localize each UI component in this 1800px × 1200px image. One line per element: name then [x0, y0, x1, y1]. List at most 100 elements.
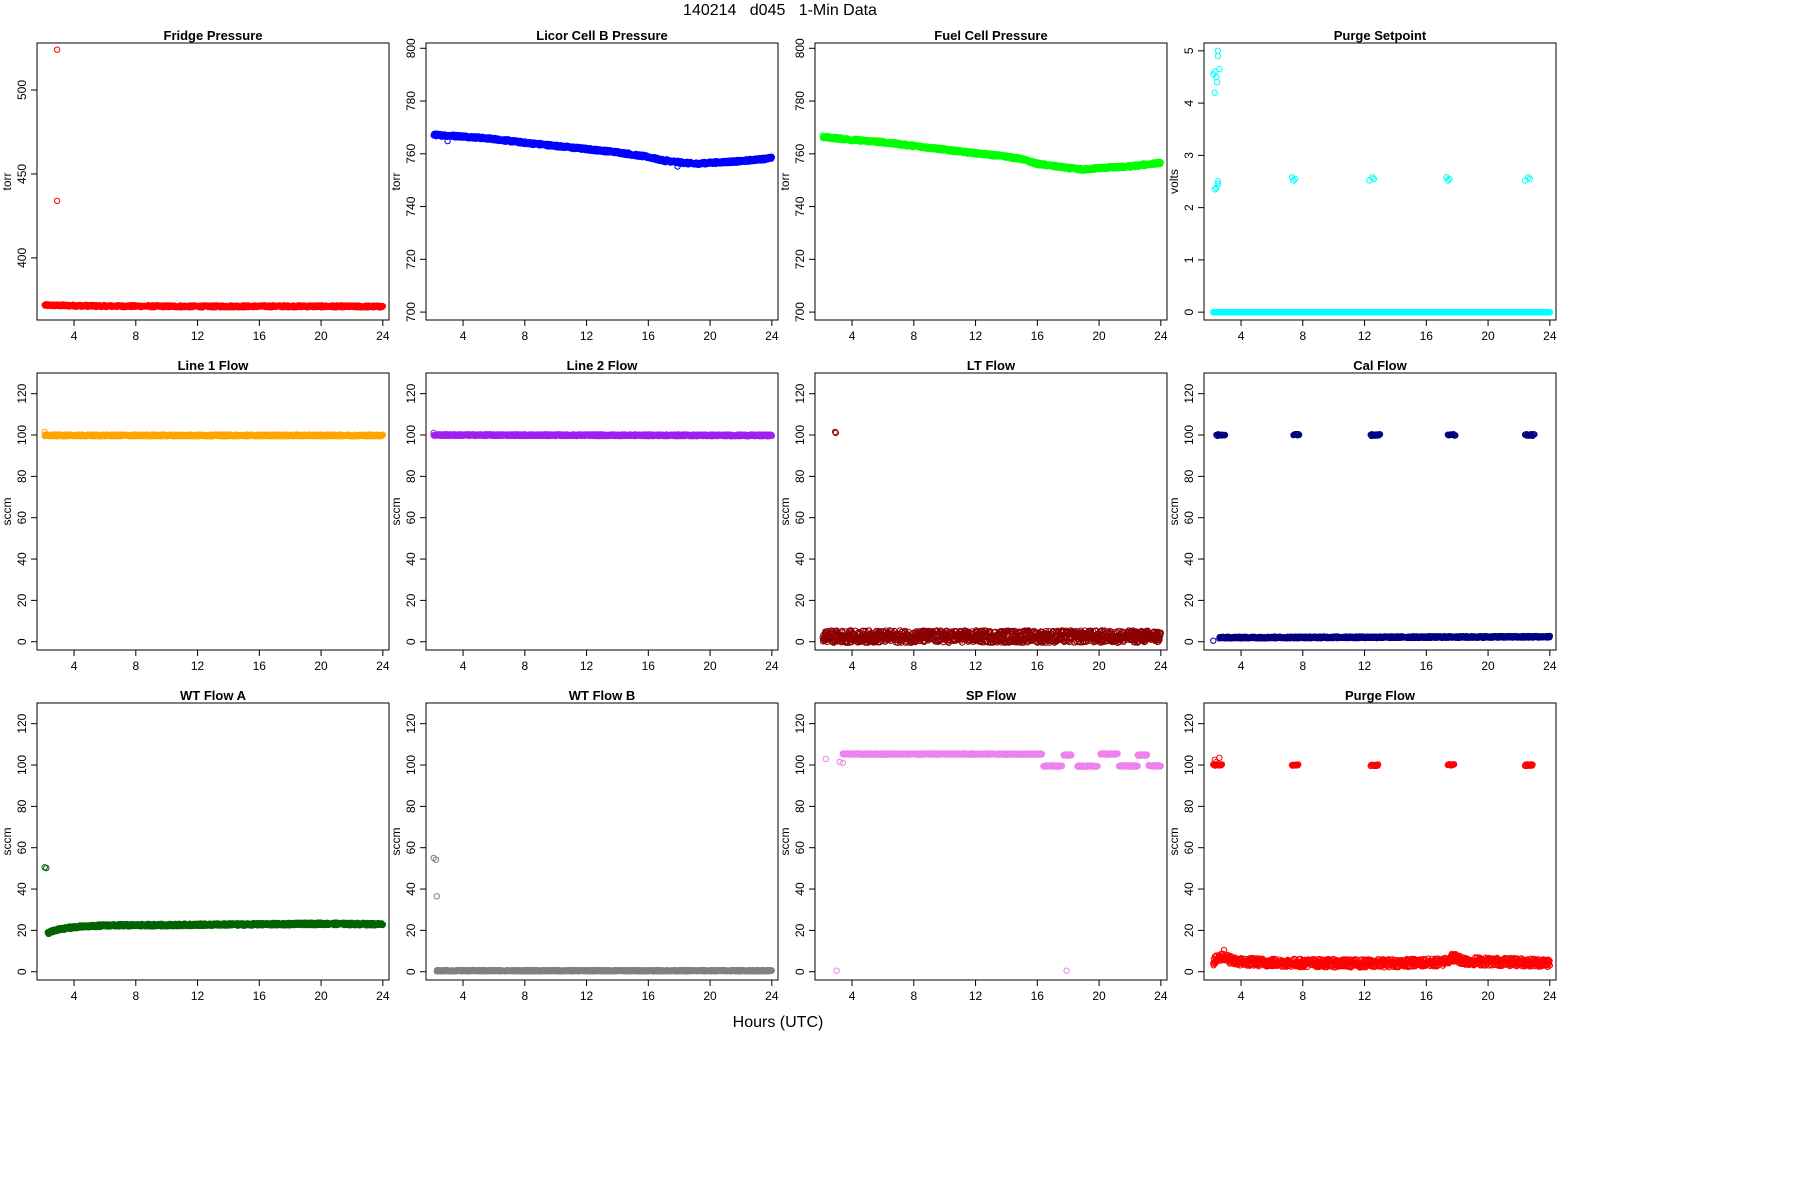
x-tick-label: 20: [314, 659, 328, 673]
x-tick-label: 16: [253, 329, 267, 343]
y-tick-label: 760: [404, 143, 418, 163]
data-point: [768, 154, 775, 161]
plot-frame: [425, 42, 779, 321]
x-tick-label: 12: [191, 659, 205, 673]
figure-title: 140214 d045 1-Min Data: [683, 2, 877, 19]
y-axis-label: sccm: [0, 498, 14, 526]
data-point: [1546, 309, 1554, 316]
data-point: [1525, 174, 1532, 181]
x-tick-label: 16: [253, 659, 267, 673]
data-point: [674, 163, 681, 170]
data-point: [1370, 175, 1378, 183]
data-point: [53, 46, 61, 53]
x-tick-label: 4: [849, 329, 856, 343]
y-tick-label: 700: [793, 302, 807, 322]
y-tick-label: 780: [404, 91, 418, 111]
data-point: [1290, 177, 1297, 184]
data-point: [1291, 175, 1299, 183]
x-tick-label: 20: [1092, 329, 1106, 343]
data-point: [1288, 174, 1296, 181]
y-tick-label: 20: [15, 593, 29, 607]
plot-frame: [36, 372, 390, 651]
x-tick-label: 8: [132, 659, 139, 673]
data-point: [1213, 184, 1220, 192]
data-point: [1526, 175, 1534, 183]
plot-frame: [814, 42, 1168, 321]
y-tick-label: 740: [793, 196, 807, 216]
y-tick-label: 60: [15, 511, 29, 525]
x-tick-label: 24: [765, 329, 779, 343]
data-point: [663, 156, 670, 163]
panel-title: Fuel Cell Pressure: [934, 28, 1047, 43]
y-tick-label: 400: [15, 248, 29, 268]
y-tick-label: 720: [404, 249, 418, 269]
y-tick-label: 720: [793, 249, 807, 269]
x-tick-label: 12: [1358, 329, 1372, 343]
data-points: [819, 132, 1165, 174]
data-point: [53, 197, 61, 205]
x-tick-label: 12: [191, 329, 205, 343]
x-tick-label: 16: [1031, 329, 1045, 343]
panel-title: Purge Setpoint: [1334, 28, 1427, 43]
data-point: [1213, 79, 1221, 86]
y-tick-label: 1: [1182, 256, 1196, 263]
panel-title: Line 2 Flow: [567, 358, 639, 373]
plot-frame: [1203, 42, 1557, 321]
y-tick-label: 80: [15, 469, 29, 483]
data-points: [41, 46, 386, 311]
y-tick-label: 0: [15, 638, 29, 645]
data-point: [41, 428, 48, 436]
y-tick-label: 120: [15, 383, 29, 403]
x-axis-label: Hours (UTC): [732, 1014, 824, 1031]
y-tick-label: 800: [404, 38, 418, 58]
x-tick-label: 16: [642, 329, 656, 343]
y-axis-label: torr: [0, 172, 14, 190]
x-tick-label: 8: [132, 329, 139, 343]
data-point: [1214, 178, 1222, 185]
data-point: [1210, 71, 1217, 78]
data-point: [379, 303, 386, 310]
y-tick-label: 450: [15, 164, 29, 184]
data-point: [1214, 52, 1222, 60]
data-point: [1444, 177, 1452, 184]
data-point: [1369, 174, 1376, 181]
y-axis-label: torr: [389, 172, 403, 190]
data-point: [1446, 175, 1453, 183]
x-tick-label: 4: [460, 329, 467, 343]
x-tick-label: 24: [376, 329, 390, 343]
data-points: [1210, 47, 1554, 316]
x-tick-label: 20: [314, 329, 328, 343]
data-points: [41, 428, 386, 440]
x-tick-label: 8: [910, 329, 917, 343]
data-point: [444, 137, 451, 145]
y-tick-label: 4: [1182, 99, 1196, 106]
x-tick-label: 4: [1238, 329, 1245, 343]
data-points: [430, 429, 775, 440]
x-tick-label: 16: [1420, 329, 1434, 343]
y-tick-label: 100: [15, 425, 29, 445]
y-tick-label: 780: [793, 91, 807, 111]
x-tick-label: 20: [1481, 329, 1495, 343]
y-axis-label: torr: [778, 172, 792, 190]
data-points: [430, 130, 775, 170]
y-tick-label: 2: [1182, 204, 1196, 211]
data-point: [1157, 159, 1165, 166]
plot-frame: [36, 42, 390, 321]
data-point: [1443, 174, 1450, 181]
x-tick-label: 4: [71, 659, 78, 673]
data-point: [1211, 89, 1219, 96]
data-point: [1214, 47, 1222, 54]
y-tick-label: 740: [404, 196, 418, 216]
y-tick-label: 500: [15, 80, 29, 100]
x-tick-label: 24: [1154, 329, 1168, 343]
y-tick-label: 760: [793, 143, 807, 163]
x-tick-label: 8: [1299, 329, 1306, 343]
x-tick-label: 12: [580, 329, 594, 343]
y-axis-label: volts: [1167, 169, 1181, 194]
